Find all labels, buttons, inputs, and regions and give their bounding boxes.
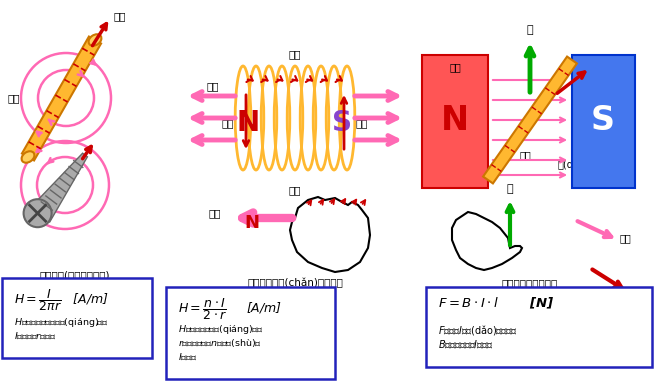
Text: 線圈因電流產(chǎn)生的磁通: 線圈因電流產(chǎn)生的磁通	[247, 278, 343, 288]
Text: 磁通: 磁通	[520, 150, 532, 160]
Text: 導(dǎo)線: 導(dǎo)線	[558, 160, 595, 170]
FancyBboxPatch shape	[166, 287, 335, 379]
Text: N: N	[441, 103, 469, 137]
FancyBboxPatch shape	[2, 278, 152, 358]
Text: N: N	[237, 109, 260, 137]
Text: $H$：同心圓上的磁場強(qiáng)度、: $H$：同心圓上的磁場強(qiáng)度、	[14, 316, 109, 329]
Polygon shape	[290, 197, 370, 272]
Text: $H = \dfrac{n \cdot I}{2 \cdot r}$     [A/m]: $H = \dfrac{n \cdot I}{2 \cdot r}$ [A/m]	[178, 296, 283, 322]
Text: 電流: 電流	[222, 118, 235, 128]
Text: 磁鐵: 磁鐵	[449, 62, 461, 72]
Text: 磁通: 磁通	[620, 233, 632, 243]
Text: $B$：磁通密度，$I$：電流: $B$：磁通密度，$I$：電流	[438, 338, 493, 350]
Text: $r$：線圈半徑、$n$：匝數(shù)、: $r$：線圈半徑、$n$：匝數(shù)、	[178, 337, 261, 349]
Text: S: S	[591, 103, 615, 137]
Polygon shape	[452, 212, 522, 270]
Text: 電流: 電流	[288, 49, 302, 59]
Text: N: N	[244, 214, 260, 232]
Text: $I$：電流: $I$：電流	[178, 351, 197, 361]
Text: 力: 力	[507, 184, 513, 194]
Ellipse shape	[22, 151, 34, 163]
Text: 電流: 電流	[630, 288, 642, 298]
Text: 磁通: 磁通	[209, 208, 221, 218]
Text: 力: 力	[527, 25, 533, 35]
Polygon shape	[22, 37, 101, 161]
Text: $H$：中心的磁場強(qiáng)度、: $H$：中心的磁場強(qiáng)度、	[178, 323, 263, 336]
Text: $H = \dfrac{I}{2\pi r}$   [A/m]: $H = \dfrac{I}{2\pi r}$ [A/m]	[14, 287, 109, 313]
FancyBboxPatch shape	[426, 287, 652, 367]
Polygon shape	[483, 56, 577, 184]
Text: 磁通: 磁通	[8, 93, 20, 103]
Text: $F$：力，$I$：導(dǎo)線的長度: $F$：力，$I$：導(dǎo)線的長度	[438, 323, 518, 337]
Text: 電流: 電流	[594, 58, 606, 68]
Circle shape	[24, 199, 52, 227]
Text: $F=B \cdot I \cdot l$       [N]: $F=B \cdot I \cdot l$ [N]	[438, 296, 555, 311]
Text: 電流: 電流	[355, 118, 369, 128]
Polygon shape	[30, 153, 87, 222]
Text: $I$：電流、$r$：半徑: $I$：電流、$r$：半徑	[14, 330, 57, 340]
Text: 磁通: 磁通	[207, 81, 219, 91]
Text: S: S	[332, 109, 352, 137]
Text: 安培定則(右手螺旋定則): 安培定則(右手螺旋定則)	[40, 270, 110, 280]
Text: 基于弗萊明左手定則: 基于弗萊明左手定則	[502, 278, 558, 288]
Polygon shape	[422, 55, 488, 188]
Text: 電流: 電流	[113, 11, 125, 21]
Ellipse shape	[89, 34, 101, 46]
Text: 電流: 電流	[288, 185, 302, 195]
Polygon shape	[572, 55, 635, 188]
